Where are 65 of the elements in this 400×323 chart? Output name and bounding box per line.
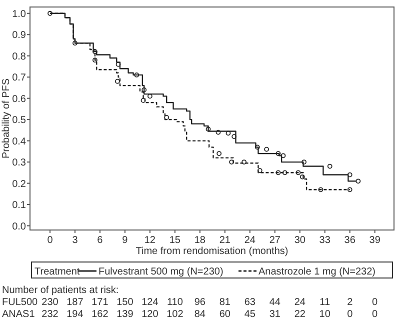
x-tick-label: 12 bbox=[144, 235, 156, 246]
point bbox=[280, 153, 286, 158]
point bbox=[140, 98, 146, 103]
point bbox=[226, 130, 231, 136]
point bbox=[164, 114, 170, 120]
x-tick-label: 3 bbox=[72, 235, 78, 246]
point bbox=[92, 49, 98, 54]
point bbox=[72, 40, 78, 46]
point bbox=[242, 160, 247, 164]
y-tick-label: 0.7 bbox=[12, 72, 26, 84]
y-tick-label: 0.3 bbox=[12, 158, 26, 169]
legend-label: Anastrozole 1 mg (N=232) bbox=[258, 266, 376, 278]
point bbox=[134, 72, 140, 78]
point bbox=[276, 170, 281, 176]
x-tick-label: 9 bbox=[122, 235, 128, 246]
point bbox=[276, 151, 281, 156]
point bbox=[264, 146, 270, 152]
point bbox=[296, 170, 301, 176]
point bbox=[300, 174, 305, 180]
x-axis-title: Time from rendomisation (months) bbox=[136, 246, 288, 257]
point bbox=[347, 187, 352, 192]
y-tick-label: 0.9 bbox=[12, 30, 26, 42]
point bbox=[142, 87, 147, 92]
x-tick-label: 18 bbox=[194, 235, 206, 246]
x-tick-label: 30 bbox=[294, 235, 306, 246]
point bbox=[327, 164, 332, 169]
point bbox=[302, 160, 306, 164]
y-tick-label: 0.4 bbox=[12, 136, 26, 148]
text: Number of patients at risk: bbox=[2, 285, 119, 296]
point bbox=[48, 10, 52, 16]
x-tick-label: 27 bbox=[269, 235, 281, 246]
x-tick-label: 33 bbox=[319, 235, 331, 246]
x-tick-label: 0 bbox=[47, 235, 54, 246]
y-tick-label: 0.2 bbox=[12, 178, 26, 190]
y-tick-label: 0.6 bbox=[12, 94, 26, 105]
point bbox=[282, 170, 288, 176]
x-tick-label: 15 bbox=[169, 235, 181, 246]
x-tick-label: 6 bbox=[97, 235, 104, 246]
x-tick-label: 21 bbox=[219, 235, 231, 246]
x-tick-label: 39 bbox=[369, 235, 381, 246]
point bbox=[232, 134, 237, 139]
y-axis-title: Probability of PFS bbox=[1, 78, 12, 159]
point bbox=[229, 160, 234, 164]
y-tick-label: 0.5 bbox=[12, 115, 26, 126]
legend-title: Treatment bbox=[34, 266, 80, 278]
point bbox=[254, 144, 260, 150]
point bbox=[116, 62, 121, 67]
point bbox=[216, 130, 221, 135]
y-tick-label: 0.8 bbox=[12, 51, 26, 62]
point bbox=[318, 187, 324, 192]
point bbox=[92, 58, 98, 63]
x-tick-label: 36 bbox=[344, 235, 356, 246]
legend-label: Fulvestrant 500 mg (N=230) bbox=[98, 266, 224, 278]
text: FUL500 230 187 171 150 124 110 96 81 63 44 24 11 2 0 bbox=[2, 297, 378, 308]
point bbox=[257, 168, 262, 173]
x-tick-label: 24 bbox=[244, 235, 256, 246]
y-tick-label: 0.0 bbox=[12, 221, 26, 232]
point bbox=[115, 78, 120, 84]
y-tick-label: 0.1 bbox=[12, 200, 26, 212]
point bbox=[206, 126, 211, 132]
text: ANAS1 232 194 162 139 120 102 84 60 45 31 22 10 0 0 bbox=[2, 309, 378, 320]
y-tick-label: 1.0 bbox=[12, 8, 26, 20]
point bbox=[216, 151, 222, 156]
point bbox=[356, 178, 361, 184]
point bbox=[347, 172, 352, 178]
